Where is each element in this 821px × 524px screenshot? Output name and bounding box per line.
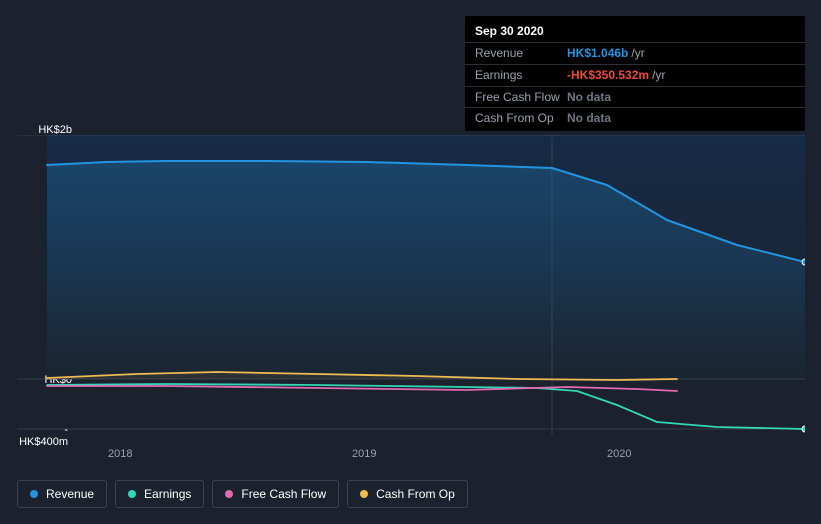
legend-item-free-cash-flow[interactable]: Free Cash Flow [212,480,339,508]
tooltip-row-value: No data [567,110,611,127]
x-axis-label: 2018 [108,448,132,460]
legend-item-cash-from-op[interactable]: Cash From Op [347,480,468,508]
legend-item-revenue[interactable]: Revenue [17,480,107,508]
legend-item-label: Cash From Op [376,487,455,501]
tooltip-row-unit: /yr [631,45,644,62]
tooltip-row: Cash From OpNo data [465,108,805,129]
legend-item-label: Free Cash Flow [241,487,326,501]
tooltip-row-label: Revenue [475,45,567,62]
legend-dot-icon [128,490,136,498]
tooltip-row: RevenueHK$1.046b/yr [465,43,805,65]
chart-legend: Revenue Earnings Free Cash Flow Cash From O… [17,480,468,508]
tooltip-row-label: Free Cash Flow [475,89,567,106]
tooltip-row-value: HK$1.046b [567,45,628,62]
tooltip-row-value: No data [567,89,611,106]
tooltip-date: Sep 30 2020 [465,22,805,43]
tooltip-row-unit: /yr [652,67,665,84]
tooltip-row-value: -HK$350.532m [567,67,649,84]
legend-item-label: Revenue [46,487,94,501]
tooltip-row-label: Cash From Op [475,110,567,127]
data-tooltip: Sep 30 2020 RevenueHK$1.046b/yrEarnings-… [465,16,805,131]
x-axis-label: 2019 [352,448,376,460]
legend-dot-icon [360,490,368,498]
tooltip-row-label: Earnings [475,67,567,84]
tooltip-row: Earnings-HK$350.532m/yr [465,65,805,87]
chart-area [17,135,805,435]
tooltip-row: Free Cash FlowNo data [465,87,805,109]
legend-dot-icon [30,490,38,498]
line-chart [17,135,805,435]
legend-item-label: Earnings [144,487,191,501]
legend-dot-icon [225,490,233,498]
legend-item-earnings[interactable]: Earnings [115,480,204,508]
x-axis-label: 2020 [607,448,631,460]
